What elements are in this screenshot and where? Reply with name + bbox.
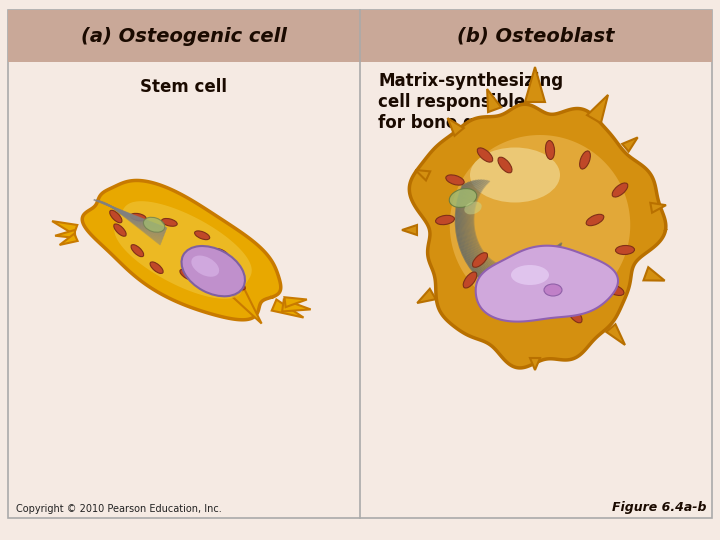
Ellipse shape: [553, 282, 567, 298]
Ellipse shape: [130, 213, 146, 221]
FancyBboxPatch shape: [8, 10, 712, 518]
Polygon shape: [174, 196, 186, 216]
Ellipse shape: [580, 151, 590, 169]
Polygon shape: [410, 104, 666, 368]
FancyBboxPatch shape: [8, 10, 360, 62]
Polygon shape: [402, 225, 417, 235]
Ellipse shape: [464, 201, 482, 214]
Ellipse shape: [498, 157, 512, 173]
Polygon shape: [55, 230, 76, 238]
Ellipse shape: [194, 231, 210, 240]
Ellipse shape: [109, 210, 122, 223]
Ellipse shape: [544, 284, 562, 296]
Polygon shape: [233, 289, 261, 323]
Polygon shape: [415, 170, 430, 180]
Text: (b) Osteoblast: (b) Osteoblast: [457, 26, 615, 45]
Polygon shape: [644, 267, 665, 281]
Ellipse shape: [470, 147, 560, 202]
Ellipse shape: [192, 255, 219, 277]
Text: Figure 6.4a-b: Figure 6.4a-b: [611, 501, 706, 514]
Ellipse shape: [612, 183, 628, 197]
Ellipse shape: [181, 246, 245, 296]
Polygon shape: [448, 118, 464, 136]
Ellipse shape: [606, 285, 624, 295]
Ellipse shape: [477, 148, 492, 162]
Polygon shape: [60, 234, 78, 245]
Ellipse shape: [511, 265, 549, 285]
Ellipse shape: [114, 224, 126, 237]
Polygon shape: [114, 201, 252, 299]
Polygon shape: [417, 289, 436, 303]
Ellipse shape: [131, 245, 144, 256]
Polygon shape: [153, 198, 167, 218]
Polygon shape: [650, 203, 666, 213]
Ellipse shape: [586, 214, 604, 226]
Text: Matrix-synthesizing
cell responsible
for bone growth: Matrix-synthesizing cell responsible for…: [378, 72, 563, 132]
Polygon shape: [622, 138, 638, 152]
Ellipse shape: [231, 280, 246, 290]
Ellipse shape: [214, 248, 228, 258]
Polygon shape: [525, 67, 545, 102]
Text: Copyright © 2010 Pearson Education, Inc.: Copyright © 2010 Pearson Education, Inc.: [16, 504, 222, 514]
Polygon shape: [487, 89, 501, 112]
Ellipse shape: [180, 269, 194, 280]
Polygon shape: [284, 297, 307, 307]
Text: (a) Osteogenic cell: (a) Osteogenic cell: [81, 26, 287, 45]
Ellipse shape: [446, 175, 464, 185]
Ellipse shape: [546, 140, 554, 159]
Ellipse shape: [449, 188, 477, 207]
FancyBboxPatch shape: [360, 10, 712, 62]
Ellipse shape: [225, 269, 240, 279]
Ellipse shape: [463, 272, 477, 288]
Polygon shape: [282, 300, 311, 312]
Polygon shape: [476, 246, 618, 322]
Polygon shape: [587, 95, 608, 123]
Polygon shape: [82, 180, 281, 320]
Ellipse shape: [472, 253, 487, 267]
Polygon shape: [606, 324, 625, 345]
Polygon shape: [530, 358, 540, 370]
Polygon shape: [52, 221, 77, 234]
Ellipse shape: [510, 295, 520, 314]
Ellipse shape: [150, 262, 163, 273]
Ellipse shape: [207, 271, 222, 281]
Ellipse shape: [143, 217, 165, 232]
Ellipse shape: [616, 246, 634, 254]
Ellipse shape: [568, 307, 582, 323]
Polygon shape: [450, 135, 630, 315]
Text: Stem cell: Stem cell: [140, 78, 228, 96]
Ellipse shape: [436, 215, 454, 225]
Ellipse shape: [161, 219, 177, 226]
Polygon shape: [271, 300, 304, 318]
